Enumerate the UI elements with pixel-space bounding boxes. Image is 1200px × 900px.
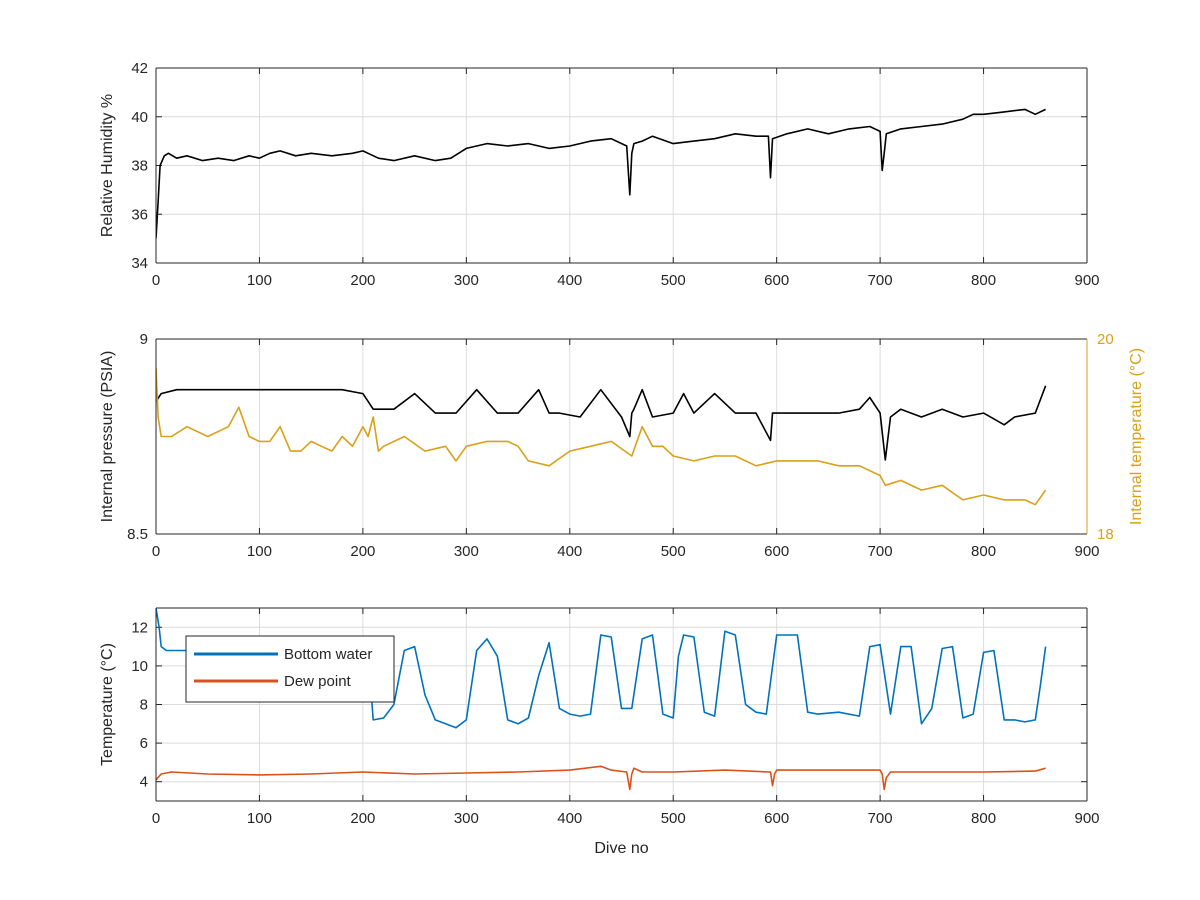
- plot-area: [156, 339, 1087, 534]
- y-tick-label: 38: [131, 158, 148, 175]
- legend: Bottom water Dew point: [185, 635, 395, 703]
- series-line-1-1: [156, 108, 1046, 239]
- y-right-tick-label: 20: [1097, 331, 1114, 348]
- x-tick-label: 100: [247, 543, 272, 560]
- x-tick-label: 600: [764, 272, 789, 289]
- x-tick-label: 800: [971, 543, 996, 560]
- y-tick-label: 40: [131, 109, 148, 126]
- x-tick-label: 400: [557, 543, 582, 560]
- x-tick-label: 200: [350, 272, 375, 289]
- x-tick-label: 700: [868, 810, 893, 827]
- x-tick-label: 0: [152, 810, 160, 827]
- legend-label: Bottom water: [284, 646, 372, 663]
- x-tick-label: 400: [557, 810, 582, 827]
- x-tick-label: 800: [971, 272, 996, 289]
- y-axis-label: Internal pressure (PSIA): [99, 351, 116, 523]
- y-tick-label: 8: [140, 697, 148, 714]
- x-tick-label: 500: [661, 810, 686, 827]
- x-tick-label: 300: [454, 543, 479, 560]
- x-tick-label: 500: [661, 272, 686, 289]
- x-tick-label: 700: [868, 543, 893, 560]
- x-tick-label: 600: [764, 810, 789, 827]
- x-tick-label: 100: [247, 810, 272, 827]
- panel-3: 0 100 200 300 400 500 600 700 800 900 4 6 8 10 12 Tempe…: [99, 607, 1100, 857]
- x-tick-label: 900: [1074, 272, 1099, 289]
- y-tick-label: 9: [140, 331, 148, 348]
- x-tick-label: 700: [868, 272, 893, 289]
- y-tick-label: 34: [131, 255, 148, 272]
- x-axis-label: Dive no: [594, 840, 648, 857]
- y-tick-label: 10: [131, 658, 148, 675]
- y-tick-label: 8.5: [127, 526, 148, 543]
- x-tick-label: 500: [661, 543, 686, 560]
- series-line-2-1: [156, 385, 1047, 461]
- y-tick-label: 42: [131, 60, 148, 77]
- x-tick-label: 400: [557, 272, 582, 289]
- x-tick-label: 200: [350, 543, 375, 560]
- x-tick-label: 600: [764, 543, 789, 560]
- y-axis-label: Temperature (°C): [99, 643, 116, 766]
- y-right-axis-label: Internal temperature (°C): [1128, 348, 1145, 525]
- x-tick-label: 100: [247, 272, 272, 289]
- y-tick-label: 6: [140, 735, 148, 752]
- panel-2: 0 100 200 300 400 500 600 700 800 900 8.5 9 18 20 Inte…: [99, 331, 1145, 560]
- x-tick-label: 300: [454, 272, 479, 289]
- panel-1: 0 100 200 300 400 500 600 700 800 900 34 36 38 40 42 Re…: [99, 60, 1100, 289]
- y-tick-label: 36: [131, 206, 148, 223]
- x-tick-label: 900: [1074, 543, 1099, 560]
- series-line-2-2: [156, 368, 1047, 506]
- x-tick-label: 800: [971, 810, 996, 827]
- legend-box: [185, 635, 395, 703]
- x-tick-label: 300: [454, 810, 479, 827]
- x-tick-label: 200: [350, 810, 375, 827]
- series-line-dew-point: [156, 765, 1046, 791]
- x-tick-label: 0: [152, 272, 160, 289]
- y-tick-label: 4: [140, 774, 148, 791]
- y-tick-label: 12: [131, 619, 148, 636]
- legend-label: Dew point: [284, 673, 352, 690]
- y-axis-label: Relative Humidity %: [99, 94, 116, 237]
- x-tick-label: 900: [1074, 810, 1099, 827]
- series-line-bottom-water: [156, 608, 1047, 729]
- y-right-tick-label: 18: [1097, 526, 1114, 543]
- x-tick-label: 0: [152, 543, 160, 560]
